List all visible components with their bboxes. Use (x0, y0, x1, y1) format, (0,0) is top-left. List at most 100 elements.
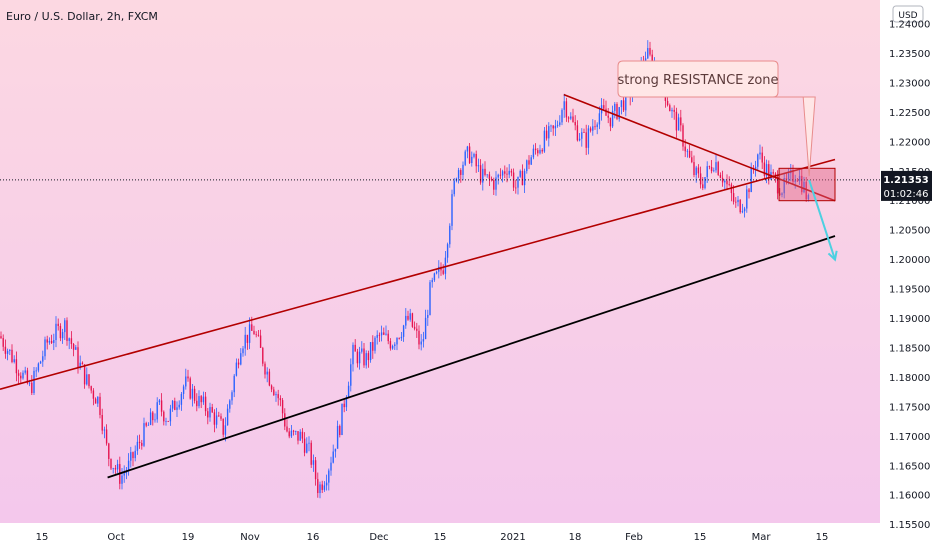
candle-body (506, 173, 508, 175)
candle-body (622, 100, 625, 111)
candle-body (796, 180, 799, 182)
candle-body (537, 150, 539, 154)
candle-body (805, 181, 807, 200)
candle-body (539, 149, 541, 154)
candle-body (156, 402, 158, 420)
candle-body (187, 376, 189, 379)
candle-body (409, 313, 411, 320)
candle-body (13, 359, 15, 363)
candle-body (462, 164, 464, 175)
candle-body (380, 332, 383, 336)
candle-body (248, 324, 251, 343)
candle-body (477, 165, 480, 167)
trendline-red-resistance[interactable] (563, 93, 836, 202)
y-tick-label: 1.21000 (889, 196, 930, 207)
candle-body (528, 160, 530, 165)
candle-body (433, 273, 436, 281)
candle-body (97, 396, 99, 404)
candle-body (616, 104, 618, 119)
candle-body (484, 168, 486, 175)
projection-arrowhead (827, 250, 838, 262)
candle-body (807, 195, 810, 200)
candle-body (350, 364, 352, 386)
candle-body (427, 315, 429, 318)
candle-body (310, 442, 312, 465)
candle-body (666, 100, 669, 106)
candle-body (387, 333, 389, 342)
y-tick-label: 1.17000 (889, 432, 930, 443)
candle-body (405, 315, 407, 326)
candle-body (169, 408, 172, 422)
candle-body (176, 407, 178, 410)
trendlines[interactable] (0, 93, 836, 479)
bar-countdown: 01:02:46 (884, 189, 929, 200)
projection-arrow[interactable] (808, 179, 838, 262)
candle-body (576, 125, 579, 141)
candle-body (235, 362, 238, 376)
y-tick-label: 1.16500 (889, 461, 930, 472)
candle-body (614, 104, 616, 111)
candle-body (231, 392, 233, 401)
candle-body (677, 117, 680, 131)
trendline-black-support[interactable] (107, 235, 836, 479)
candle-body (213, 412, 216, 425)
candle-body (411, 313, 414, 327)
candle-body (66, 320, 68, 341)
candle-body (378, 334, 381, 336)
candle-body (79, 362, 81, 368)
candle-body (708, 166, 711, 167)
candle-body (33, 370, 35, 394)
y-tick-label: 1.16000 (889, 491, 930, 502)
candle-body (407, 315, 409, 320)
candle-body (53, 340, 55, 343)
annotation-callout[interactable]: strong RESISTANCE zone (617, 60, 816, 177)
candle-body (42, 356, 44, 362)
candle-body (11, 349, 13, 363)
x-tick-label: 2021 (500, 532, 525, 543)
candle-body (383, 332, 385, 335)
candle-body (154, 419, 156, 421)
candle-body (86, 374, 88, 385)
candle-body (468, 146, 471, 164)
candle-body (625, 88, 627, 111)
x-tick-label: 15 (36, 532, 49, 543)
candle-body (499, 174, 502, 176)
candle-body (9, 349, 11, 351)
candle-body (402, 325, 405, 337)
time-axis[interactable]: 15 Oct 19 Nov 16 Dec 15 2021 18 Feb 15 Mar 15 (36, 532, 829, 543)
candle-body (167, 421, 169, 422)
candle-body (222, 418, 224, 435)
candle-body (768, 164, 770, 180)
candle-body (618, 107, 620, 119)
price-badge-bg (881, 170, 932, 201)
candle-body (776, 176, 779, 194)
candle-body (761, 152, 763, 163)
resistance-zone[interactable] (778, 167, 836, 202)
candle-body (699, 173, 702, 185)
candle-body (442, 270, 444, 274)
candle-body (574, 122, 576, 126)
candle-body (792, 170, 794, 182)
candle-body (121, 475, 123, 484)
x-tick-label: 19 (182, 532, 195, 543)
candle-body (37, 363, 40, 371)
candle-body (493, 180, 495, 190)
candle-body (46, 339, 48, 343)
y-tick-label: 1.23500 (889, 49, 930, 60)
candle-series (0, 40, 810, 499)
candle-body (510, 170, 513, 173)
candle-body (308, 442, 310, 444)
candle-body (578, 138, 581, 141)
trendline-red-support[interactable] (0, 158, 836, 390)
candle-body (251, 324, 253, 331)
candle-body (367, 353, 370, 361)
candle-body (501, 171, 504, 176)
currency-label-box[interactable] (892, 5, 924, 23)
candle-body (435, 271, 438, 274)
y-tick-label: 1.23000 (889, 78, 930, 89)
candle-body (255, 334, 257, 336)
candle-body (779, 193, 781, 195)
x-tick-label: Dec (369, 532, 388, 543)
candle-body (473, 154, 475, 157)
